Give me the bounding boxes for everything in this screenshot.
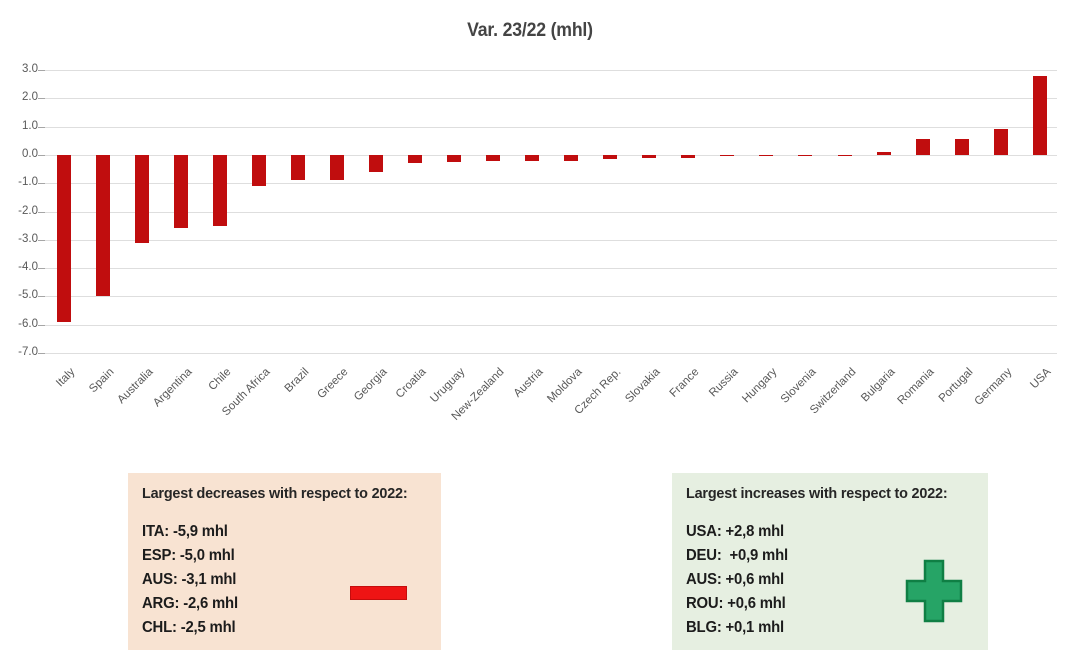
bar-croatia	[407, 154, 422, 164]
decreases-box-title: Largest decreases with respect to 2022:	[142, 485, 408, 502]
y-axis-tick	[38, 98, 45, 100]
y-axis-label: -4.0	[18, 261, 38, 274]
bar-spain	[95, 154, 110, 297]
largest-decreases-box: Largest decreases with respect to 2022: …	[128, 473, 441, 650]
gridline	[45, 268, 1057, 270]
decrease-item: CHL: -2,5 mhl	[142, 619, 236, 636]
y-axis-label: -1.0	[18, 176, 38, 189]
y-axis-label: -5.0	[18, 289, 38, 302]
bar-bulgaria	[876, 152, 891, 155]
bar-moldova	[564, 154, 579, 161]
decrease-item: AUS: -3,1 mhl	[142, 571, 237, 588]
y-axis-label: -2.0	[18, 204, 38, 217]
bar-switzerland	[837, 154, 852, 157]
bar-new-zealand	[486, 154, 501, 161]
bar-chart-plot-area: 3.0 2.0 1.0 0.0 -1.0 -2.0 -3.0 -4.0 -5.0 -6.0 -7.0…	[18, 63, 1057, 423]
y-axis-tick	[38, 296, 45, 298]
chart-title: Var. 23/22 (mhl)	[467, 20, 593, 41]
increases-list: USA: +2,8 mhl DEU: +0,9 mhl AUS: +0,6 mhl R…	[686, 520, 974, 640]
y-axis-tick	[38, 154, 45, 156]
bar-georgia	[368, 154, 383, 172]
decrease-item: ESP: -5,0 mhl	[142, 547, 235, 564]
y-axis-tick	[38, 353, 45, 354]
bar-australia	[134, 154, 149, 243]
bar-greece	[329, 154, 344, 181]
minus-icon	[350, 586, 407, 600]
largest-increases-box: Largest increases with respect to 2022: …	[672, 473, 988, 650]
gridline	[45, 296, 1057, 298]
gridline	[45, 239, 1057, 241]
bar-austria	[525, 154, 540, 161]
gridline	[45, 70, 1057, 71]
y-axis-tick	[38, 211, 45, 213]
bar-romania	[915, 139, 930, 155]
bar-slovenia	[798, 154, 813, 157]
bar-portugal	[954, 139, 969, 155]
y-axis-label: 3.0	[22, 63, 38, 75]
bar-germany	[993, 129, 1008, 155]
gridline	[45, 353, 1057, 354]
decrease-item: ITA: -5,9 mhl	[142, 523, 228, 540]
gridline	[45, 98, 1057, 100]
increase-item: DEU: +0,9 mhl	[686, 547, 788, 564]
increases-box-title: Largest increases with respect to 2022:	[686, 485, 948, 502]
y-axis-tick	[38, 239, 45, 241]
y-axis-label: -6.0	[18, 317, 38, 330]
gridline	[45, 183, 1057, 185]
gridline	[45, 211, 1057, 213]
bar-brazil	[290, 154, 305, 181]
plus-icon	[905, 559, 963, 623]
increase-item: AUS: +0,6 mhl	[686, 571, 784, 588]
y-axis-tick	[38, 126, 45, 128]
decreases-list: ITA: -5,9 mhl ESP: -5,0 mhl AUS: -3,1 mhl A…	[142, 520, 427, 640]
bar-france	[681, 154, 696, 158]
bar-slovakia	[642, 154, 657, 158]
y-axis-label: 1.0	[22, 119, 38, 132]
y-axis-label: 2.0	[22, 91, 38, 104]
bar-italy	[56, 154, 71, 322]
increase-item: ROU: +0,6 mhl	[686, 595, 786, 612]
bar-argentina	[173, 154, 188, 229]
bar-russia	[720, 154, 735, 157]
gridline	[45, 154, 1057, 156]
bar-hungary	[759, 154, 774, 157]
gridline	[45, 324, 1057, 326]
gridline	[45, 126, 1057, 128]
bar-chile	[212, 154, 227, 226]
increase-item: BLG: +0,1 mhl	[686, 619, 784, 636]
y-axis-label: -3.0	[18, 232, 38, 245]
bar-czech-rep-	[603, 154, 618, 160]
decrease-item: ARG: -2,6 mhl	[142, 595, 238, 612]
y-axis-label: -7.0	[18, 346, 38, 358]
y-axis-tick	[38, 268, 45, 270]
y-axis-label: 0.0	[22, 147, 38, 160]
y-axis-tick	[38, 324, 45, 326]
y-axis-tick	[38, 70, 45, 71]
increase-item: USA: +2,8 mhl	[686, 523, 784, 540]
bar-south-africa	[251, 154, 266, 187]
bar-usa	[1032, 75, 1047, 155]
y-axis-tick	[38, 183, 45, 185]
bar-uruguay	[447, 154, 461, 162]
